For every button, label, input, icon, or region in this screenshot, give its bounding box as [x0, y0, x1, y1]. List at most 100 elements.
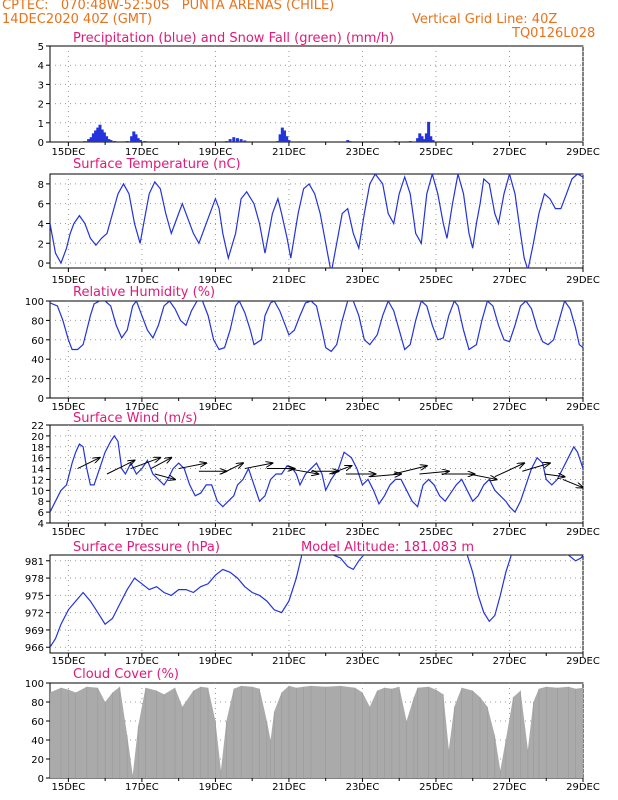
header-code: TQ0126L028: [512, 26, 596, 41]
precip-bar: [113, 141, 117, 142]
precip-bar: [102, 132, 106, 142]
x-tick-label: 25DEC: [419, 527, 453, 538]
precip-bar: [276, 141, 280, 142]
panel-title: Cloud Cover (%): [73, 667, 179, 682]
panel-pres: 966 969 972 975 978 981 15DEC 17DEC 19DEC 21DEC 23…: [25, 540, 600, 667]
wind-arrow: [287, 468, 318, 474]
panel-title: Surface Temperature (nC): [73, 157, 241, 172]
panel-precip: 0 1 2 3 4 5 15DEC 17DEC 19DEC 21DEC 23DEC 25DEC 27DE…: [38, 31, 600, 158]
precip-bar: [239, 139, 243, 142]
y-tick-label: 5: [38, 42, 44, 53]
x-tick-label: 15DEC: [52, 782, 86, 793]
y-tick-label: 8: [38, 497, 44, 508]
temp-line: [50, 174, 583, 268]
y-tick-label: 40: [31, 736, 44, 747]
panel-title: Precipitation (blue) and Snow Fall (gree…: [73, 31, 394, 46]
y-tick-label: 972: [25, 609, 44, 620]
precip-bar: [287, 140, 291, 142]
y-tick-label: 981: [25, 557, 44, 568]
x-tick-label: 15DEC: [52, 402, 86, 413]
wind-arrow: [329, 466, 351, 475]
precip-bar: [427, 121, 431, 142]
x-tick-label: 27DEC: [493, 527, 527, 538]
x-tick-label: 17DEC: [125, 527, 159, 538]
x-tick-label: 27DEC: [493, 147, 527, 158]
x-tick-label: 15DEC: [52, 527, 86, 538]
panel-rh: 0 20 40 60 80 100 15DEC 17DEC 19DEC 21DEC 23DEC 25D…: [25, 285, 600, 413]
panel-frame: [49, 173, 584, 269]
y-tick-label: 100: [25, 297, 44, 308]
x-tick-label: 21DEC: [272, 147, 306, 158]
panel-data: [83, 121, 435, 142]
wind-arrow: [150, 458, 171, 469]
precip-bar: [285, 136, 289, 142]
wind-line: [50, 434, 583, 514]
precip-bar: [138, 140, 142, 142]
precip-bar: [125, 141, 129, 142]
x-tick-label: 23DEC: [346, 402, 380, 413]
y-tick-label: 978: [25, 574, 44, 585]
x-tick-label: 27DEC: [493, 402, 527, 413]
y-tick-label: 18: [31, 443, 44, 454]
precip-bar: [348, 141, 352, 142]
panel-subtitle: Model Altitude: 181.083 m: [301, 540, 474, 555]
x-tick-label: 25DEC: [419, 402, 453, 413]
pres-line: [50, 555, 583, 648]
precip-bar: [232, 137, 236, 142]
snow-bar: [371, 141, 375, 142]
precip-bar: [228, 139, 232, 142]
y-tick-label: 975: [25, 591, 44, 602]
precip-bar: [346, 140, 350, 142]
precip-bar: [422, 139, 426, 142]
x-tick-label: 19DEC: [199, 782, 233, 793]
panel-data: [50, 434, 583, 514]
x-tick-label: 25DEC: [419, 275, 453, 286]
header-location: CPTEC: 070:48W-52:50S PUNTA ARENAS (CHIL…: [2, 0, 335, 13]
x-tick-label: 29DEC: [566, 147, 600, 158]
panel-frame: [49, 45, 584, 143]
precip-bar: [107, 139, 111, 142]
snow-bar: [122, 141, 126, 142]
wind-arrow: [393, 466, 427, 475]
header-grid-note: Vertical Grid Line: 40Z: [412, 12, 558, 27]
wind-arrow: [106, 460, 135, 475]
x-tick-label: 27DEC: [493, 782, 527, 793]
precip-bar: [420, 136, 424, 142]
precip-bar: [109, 140, 113, 142]
precip-bar: [278, 134, 282, 142]
panel-title: Relative Humidity (%): [73, 285, 215, 300]
y-tick-label: 0: [38, 259, 44, 270]
precip-bar: [431, 140, 435, 142]
y-tick-label: 14: [31, 465, 44, 476]
y-tick-label: 4: [38, 519, 44, 530]
x-tick-label: 21DEC: [272, 402, 306, 413]
wind-arrow: [544, 474, 564, 477]
panel-data: [50, 174, 583, 268]
x-tick-label: 23DEC: [346, 656, 380, 667]
panel-data: [50, 685, 583, 778]
panel-data: [50, 301, 583, 353]
y-tick-label: 3: [38, 80, 44, 91]
rh-line: [50, 301, 583, 353]
panel-frame: [49, 554, 584, 654]
panel-title: Surface Wind (m/s): [73, 411, 197, 426]
y-tick-label: 8: [38, 180, 44, 191]
precip-bar: [87, 139, 91, 142]
x-tick-label: 27DEC: [493, 275, 527, 286]
panel-title: Surface Pressure (hPa): [73, 540, 220, 555]
x-tick-label: 19DEC: [199, 275, 233, 286]
precip-bar: [105, 136, 109, 142]
y-tick-label: 12: [31, 475, 44, 486]
precip-bar: [136, 138, 140, 142]
x-tick-label: 19DEC: [199, 656, 233, 667]
precip-bar: [134, 134, 138, 142]
y-tick-label: 80: [31, 698, 44, 709]
x-tick-label: 17DEC: [125, 656, 159, 667]
y-tick-label: 100: [25, 679, 44, 690]
x-tick-label: 17DEC: [125, 147, 159, 158]
y-tick-label: 2: [38, 239, 44, 250]
panel-temp: 0 2 4 6 8 15DEC 17DEC 19DEC 21DEC 23DEC 25DEC 27DEC…: [38, 157, 600, 286]
wind-arrow: [522, 463, 550, 472]
snow-bar: [246, 141, 250, 142]
